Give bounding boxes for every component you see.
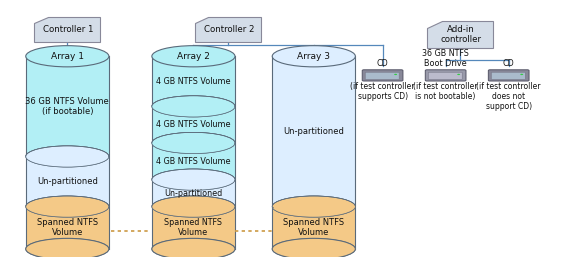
Ellipse shape — [272, 196, 355, 217]
Ellipse shape — [152, 169, 235, 190]
Text: (if test controller
is not bootable): (if test controller is not bootable) — [414, 82, 478, 101]
Polygon shape — [427, 21, 493, 48]
FancyBboxPatch shape — [491, 72, 525, 79]
Text: Un-partitioned: Un-partitioned — [164, 189, 222, 198]
Ellipse shape — [152, 132, 235, 154]
Ellipse shape — [272, 238, 355, 258]
Ellipse shape — [26, 196, 109, 217]
Text: 4 GB NTFS Volume: 4 GB NTFS Volume — [156, 157, 230, 166]
Ellipse shape — [152, 169, 235, 190]
Ellipse shape — [26, 238, 109, 258]
Ellipse shape — [26, 146, 109, 167]
Ellipse shape — [152, 238, 235, 258]
Text: Controller 1: Controller 1 — [43, 25, 94, 34]
Text: (if test controller
does not
support CD): (if test controller does not support CD) — [476, 82, 541, 111]
Text: CD: CD — [503, 59, 514, 68]
Text: Un-partitioned: Un-partitioned — [283, 127, 344, 136]
Text: (if test controller
supports CD): (if test controller supports CD) — [350, 82, 415, 101]
Text: Array 2: Array 2 — [177, 52, 210, 61]
Text: CD: CD — [377, 59, 388, 68]
FancyBboxPatch shape — [365, 72, 399, 79]
Bar — [152, 56, 235, 106]
FancyBboxPatch shape — [425, 70, 466, 81]
Bar — [26, 156, 109, 207]
Ellipse shape — [152, 46, 235, 67]
Ellipse shape — [272, 46, 355, 67]
Bar — [152, 106, 235, 143]
Ellipse shape — [272, 238, 355, 258]
Polygon shape — [195, 17, 261, 42]
Bar — [272, 207, 355, 249]
Text: Spanned NTFS
Volume: Spanned NTFS Volume — [164, 218, 222, 237]
Bar — [152, 143, 235, 180]
Ellipse shape — [152, 196, 235, 217]
Bar — [26, 56, 109, 156]
Text: Array 3: Array 3 — [297, 52, 330, 61]
Circle shape — [520, 74, 523, 75]
Bar — [26, 207, 109, 249]
Ellipse shape — [152, 132, 235, 154]
Ellipse shape — [26, 46, 109, 67]
Bar — [272, 56, 355, 207]
Circle shape — [394, 74, 397, 75]
Text: Spanned NTFS
Volume: Spanned NTFS Volume — [283, 218, 344, 237]
Text: 4 GB NTFS Volume: 4 GB NTFS Volume — [156, 77, 230, 86]
Ellipse shape — [152, 238, 235, 258]
Bar — [152, 207, 235, 249]
Ellipse shape — [152, 196, 235, 217]
Text: Spanned NTFS
Volume: Spanned NTFS Volume — [37, 218, 98, 237]
Ellipse shape — [26, 238, 109, 258]
Text: 4 GB NTFS Volume: 4 GB NTFS Volume — [156, 120, 230, 129]
Ellipse shape — [272, 196, 355, 217]
FancyBboxPatch shape — [362, 70, 403, 81]
Ellipse shape — [26, 196, 109, 217]
FancyBboxPatch shape — [488, 70, 529, 81]
Text: Add-in
controller: Add-in controller — [441, 25, 482, 44]
Ellipse shape — [152, 96, 235, 117]
Ellipse shape — [26, 146, 109, 167]
Text: 36 GB NTFS
Boot Drive: 36 GB NTFS Boot Drive — [422, 49, 469, 68]
FancyBboxPatch shape — [429, 72, 462, 79]
Bar — [152, 180, 235, 207]
Text: 36 GB NTFS Volume
(if bootable): 36 GB NTFS Volume (if bootable) — [25, 97, 109, 116]
Circle shape — [457, 74, 460, 75]
Ellipse shape — [152, 96, 235, 117]
Text: Un-partitioned: Un-partitioned — [37, 177, 98, 186]
Text: Controller 2: Controller 2 — [204, 25, 255, 34]
Polygon shape — [35, 17, 100, 42]
Text: Array 1: Array 1 — [51, 52, 84, 61]
